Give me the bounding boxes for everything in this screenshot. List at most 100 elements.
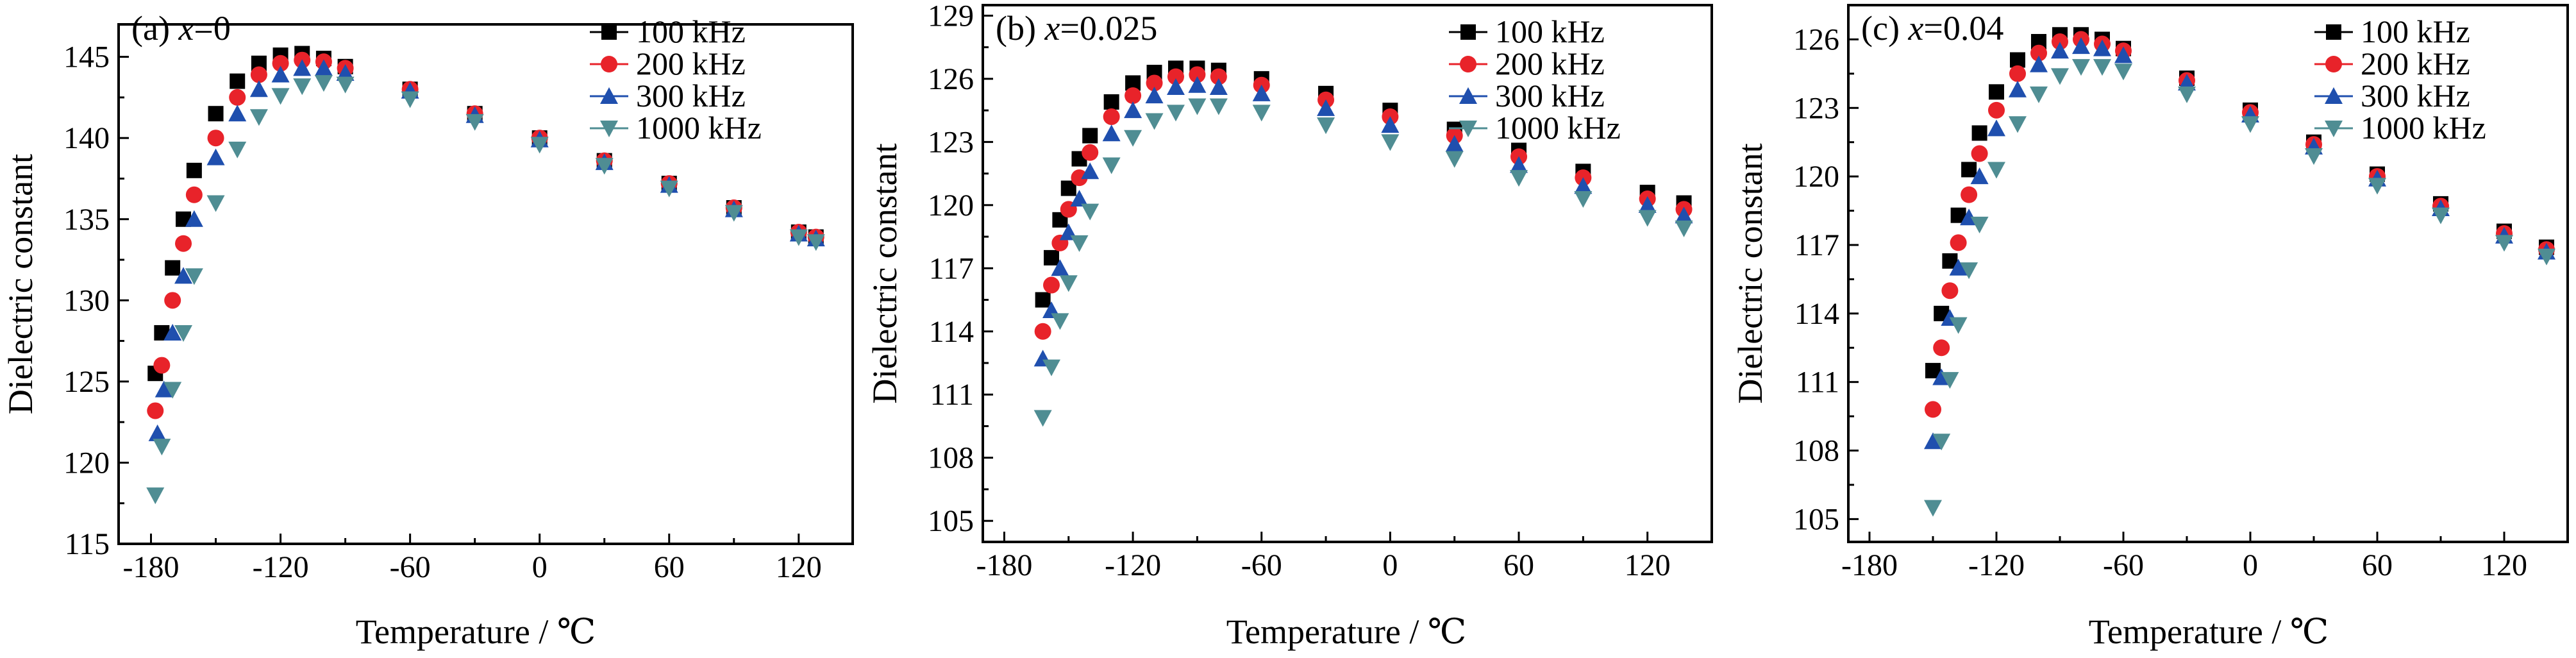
y-axis-label: Dielectric constant: [1, 154, 40, 414]
data-point: [1145, 113, 1164, 130]
data-point: [163, 382, 182, 399]
x-tick-label: 60: [2362, 548, 2393, 582]
y-axis-label: Dielectric constant: [1731, 143, 1769, 403]
legend-label: 1000 kHz: [636, 110, 762, 146]
data-point: [1051, 313, 1069, 330]
data-point: [2241, 116, 2259, 133]
x-tick-label: -180: [123, 550, 180, 584]
panel-value: =0.025: [1060, 9, 1157, 47]
data-point: [165, 260, 181, 276]
y-tick-label: 111: [1796, 366, 1839, 400]
data-point: [163, 323, 182, 341]
y-tick-label: 135: [63, 203, 110, 237]
legend-label: 200 kHz: [2361, 46, 2470, 81]
data-point: [206, 195, 225, 212]
data-point: [336, 63, 355, 81]
y-tick-label: 126: [928, 62, 974, 96]
data-point: [1675, 207, 1693, 224]
data-point: [1124, 130, 1142, 147]
data-point: [1189, 66, 1206, 83]
data-point: [1924, 500, 1942, 517]
data-point: [2093, 39, 2111, 56]
data-point: [2495, 235, 2513, 252]
data-point: [660, 180, 678, 198]
data-point: [1971, 125, 1987, 141]
data-point: [1188, 98, 1207, 115]
data-point: [2093, 59, 2111, 76]
y-tick-label: 145: [63, 40, 110, 74]
data-point: [1932, 434, 1951, 451]
legend-label: 1000 kHz: [1495, 110, 1621, 146]
data-point: [1210, 68, 1227, 85]
x-tick-label: -180: [1841, 548, 1898, 582]
data-point: [336, 76, 355, 94]
data-point: [1445, 151, 1464, 168]
data-point: [1988, 101, 2005, 119]
data-point: [1070, 235, 1089, 252]
data-point: [1933, 339, 1950, 357]
data-point: [1961, 186, 1978, 203]
data-point: [595, 158, 614, 175]
data-point: [148, 424, 167, 441]
x-tick-label: -120: [1968, 548, 2025, 582]
legend-label: 100 kHz: [1495, 13, 1605, 49]
data-point: [1102, 157, 1121, 174]
y-tick-label: 123: [928, 125, 974, 159]
data-point: [807, 234, 825, 251]
data-point: [1970, 216, 1989, 233]
chart-panel-1: -180 -120 -60 0 60 120 115 120 125 130 135 140 145 Te…: [1, 9, 854, 651]
data-point: [1638, 210, 1657, 227]
data-point: [146, 487, 165, 505]
data-point: [250, 66, 267, 83]
data-point: [206, 148, 225, 165]
data-point: [1970, 167, 1989, 185]
legend-marker: [1460, 24, 1476, 40]
data-point: [1146, 74, 1163, 92]
y-tick-label: 120: [928, 189, 974, 223]
data-point: [147, 402, 164, 419]
data-point: [1124, 101, 1142, 119]
data-point: [272, 55, 289, 72]
data-point: [314, 59, 333, 76]
data-point: [1042, 359, 1061, 376]
data-point: [530, 137, 549, 154]
data-point: [208, 106, 224, 122]
legend-label: 200 kHz: [636, 46, 746, 81]
data-point: [1949, 317, 1968, 334]
data-point: [2432, 207, 2450, 224]
data-point: [229, 89, 246, 106]
panel-value: =0.04: [1923, 9, 2003, 47]
data-point: [1574, 177, 1593, 194]
legend-marker: [1459, 121, 1477, 137]
y-tick-label: 111: [930, 378, 974, 412]
data-point: [2030, 55, 2048, 72]
legend-label: 300 kHz: [636, 78, 746, 114]
data-point: [1987, 162, 2005, 179]
data-point: [1960, 262, 1978, 280]
data-point: [2010, 52, 2025, 68]
data-point: [2114, 63, 2132, 81]
data-point: [1941, 372, 1959, 389]
data-point: [1381, 116, 1400, 133]
x-tick-label: 0: [1382, 548, 1398, 582]
data-point: [1043, 276, 1060, 294]
x-tick-label: 120: [1625, 548, 1671, 582]
data-point: [1034, 323, 1051, 340]
data-point: [230, 73, 246, 89]
data-point: [293, 59, 312, 76]
x-tick-label: -120: [253, 550, 309, 584]
data-point: [1925, 401, 1941, 418]
data-point: [1082, 144, 1099, 161]
x-tick-label: -60: [1241, 548, 1282, 582]
data-point: [1510, 170, 1528, 187]
data-point: [185, 186, 203, 203]
data-point: [1035, 292, 1051, 308]
legend-marker: [1460, 56, 1476, 72]
data-point: [1125, 87, 1142, 105]
data-point: [1510, 156, 1528, 173]
panel-label: (b) x=0.025: [996, 9, 1157, 47]
x-tick-label: -120: [1105, 548, 1161, 582]
data-point: [1317, 99, 1335, 116]
